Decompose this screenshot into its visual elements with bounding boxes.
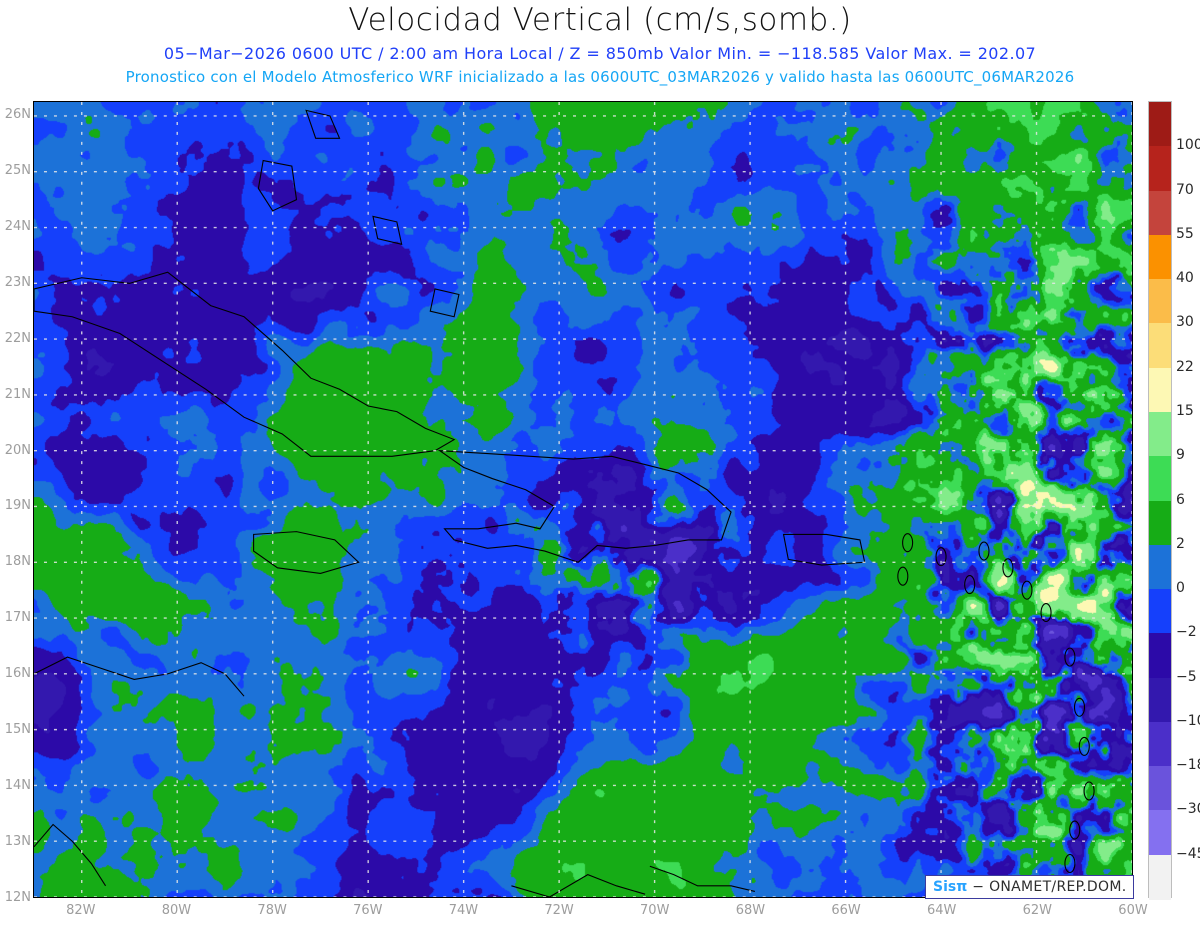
x-axis-tick: 76W	[353, 903, 383, 918]
y-axis-tick: 13N	[4, 834, 31, 850]
colorbar-band	[1149, 544, 1171, 590]
x-axis-tick: 68W	[735, 903, 766, 918]
y-axis-tick: 14N	[4, 778, 31, 794]
y-axis-tick: 26N	[4, 106, 31, 122]
colorbar-tick-label: 40	[1176, 270, 1194, 287]
forecast-metadata-line: 05−Mar−2026 0600 UTC / 2:00 am Hora Loca…	[163, 44, 1037, 63]
colorbar-band	[1149, 323, 1171, 369]
y-axis-tick: 17N	[4, 610, 31, 626]
colorbar-tick-label: −18	[1176, 757, 1200, 774]
x-axis-tick: 66W	[831, 903, 861, 918]
y-axis-tick: 16N	[4, 666, 31, 682]
y-axis-tick: 22N	[4, 330, 31, 346]
y-axis-tick: 18N	[4, 554, 31, 570]
colorbar[interactable]	[1148, 101, 1172, 900]
colorbar-band	[1149, 234, 1171, 280]
colorbar-tick-label: 100	[1176, 137, 1200, 154]
y-axis-tick: 19N	[4, 498, 31, 514]
colorbar-tick-label: 0	[1176, 580, 1185, 597]
x-axis-tick: 78W	[257, 903, 287, 918]
x-axis-tick: 82W	[66, 903, 96, 918]
colorbar-tick-label: 2	[1176, 535, 1185, 552]
colorbar-tick-label: 55	[1176, 225, 1194, 242]
y-axis-tick: 20N	[4, 442, 31, 458]
map-plot-area[interactable]	[33, 101, 1133, 898]
vertical-velocity-shading	[34, 102, 1132, 897]
colorbar-tick-label: −10	[1176, 712, 1200, 729]
colorbar-tick-label: 9	[1176, 447, 1185, 464]
y-axis-tick: 21N	[4, 386, 31, 402]
colorbar-band	[1149, 411, 1171, 457]
y-axis-tick: 12N	[4, 890, 31, 905]
x-axis-tick: 60W	[1118, 903, 1148, 918]
colorbar-band	[1149, 500, 1171, 546]
colorbar-tick-label: 70	[1176, 181, 1194, 198]
model-run-line: Pronostico con el Modelo Atmosferico WRF…	[125, 68, 1075, 86]
x-axis-tick: 74W	[448, 903, 479, 918]
x-axis-tick: 62W	[1022, 903, 1053, 918]
y-axis-tick: 25N	[4, 162, 31, 178]
y-axis-tick: 23N	[4, 274, 31, 290]
pi-symbol-icon: π	[956, 879, 968, 895]
colorbar-band	[1149, 367, 1171, 413]
colorbar-tick-label: 22	[1176, 358, 1194, 375]
colorbar-band	[1149, 102, 1171, 147]
x-axis-tick: 72W	[544, 903, 574, 918]
colorbar-band	[1149, 589, 1171, 634]
colorbar-band	[1149, 721, 1171, 767]
colorbar-tick-label: 30	[1176, 314, 1194, 331]
colorbar-tick-label: 15	[1176, 402, 1194, 419]
x-axis-tick: 80W	[161, 903, 192, 918]
sistt-brand-label: Sis	[933, 879, 957, 895]
colorbar-tick-label: −2	[1176, 624, 1197, 641]
page-title: Velocidad Vertical (cm/s,somb.)	[348, 2, 852, 38]
colorbar-band	[1149, 190, 1171, 236]
y-axis-tick: 15N	[4, 722, 31, 738]
colorbar-tick-label: −45	[1176, 845, 1200, 862]
colorbar-band	[1149, 279, 1171, 324]
colorbar-band	[1149, 766, 1171, 812]
colorbar-tick-label: 6	[1176, 491, 1185, 508]
x-axis-tick: 64W	[926, 903, 957, 918]
colorbar-band	[1149, 146, 1171, 192]
colorbar-band	[1149, 633, 1171, 679]
y-axis-tick: 24N	[4, 218, 31, 234]
colorbar-band	[1149, 854, 1171, 900]
attribution-badge: Sis π − ONAMET/REP.DOM.	[925, 875, 1135, 899]
agency-label: − ONAMET/REP.DOM.	[972, 879, 1127, 895]
x-axis-tick: 70W	[640, 903, 670, 918]
colorbar-tick-label: −5	[1176, 668, 1197, 685]
colorbar-band	[1149, 810, 1171, 856]
colorbar-band	[1149, 677, 1171, 723]
colorbar-tick-label: −30	[1176, 801, 1200, 818]
colorbar-band	[1149, 456, 1171, 502]
